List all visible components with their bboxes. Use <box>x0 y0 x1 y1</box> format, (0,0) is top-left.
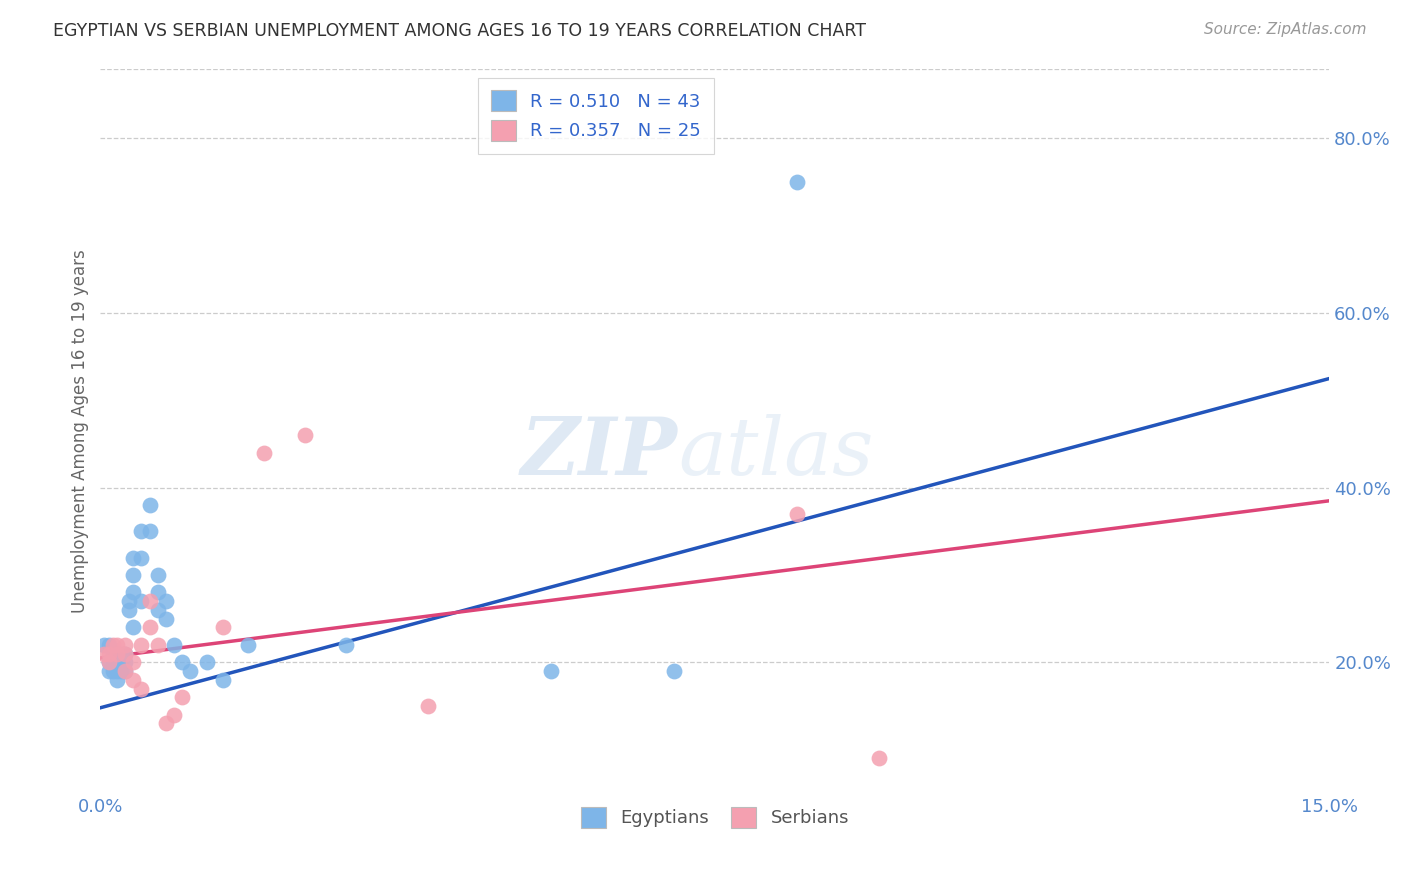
Point <box>131 550 153 565</box>
Point <box>110 647 132 661</box>
Point <box>146 638 169 652</box>
Point <box>163 707 186 722</box>
Point <box>212 620 235 634</box>
Point <box>105 647 128 661</box>
Point <box>105 664 128 678</box>
Text: EGYPTIAN VS SERBIAN UNEMPLOYMENT AMONG AGES 16 TO 19 YEARS CORRELATION CHART: EGYPTIAN VS SERBIAN UNEMPLOYMENT AMONG A… <box>53 22 866 40</box>
Text: Source: ZipAtlas.com: Source: ZipAtlas.com <box>1204 22 1367 37</box>
Point <box>163 638 186 652</box>
Point <box>138 594 160 608</box>
Text: atlas: atlas <box>678 414 873 491</box>
Point <box>114 647 136 661</box>
Legend: Egyptians, Serbians: Egyptians, Serbians <box>574 800 856 835</box>
Point <box>138 498 160 512</box>
Point <box>105 647 128 661</box>
Point <box>93 638 115 652</box>
Point <box>97 664 120 678</box>
Point <box>118 594 141 608</box>
Point <box>122 620 145 634</box>
Point <box>101 638 124 652</box>
Point <box>122 673 145 687</box>
Point <box>122 550 145 565</box>
Point <box>146 585 169 599</box>
Point <box>105 638 128 652</box>
Point <box>101 664 124 678</box>
Point <box>179 664 201 678</box>
Point <box>114 664 136 678</box>
Point <box>294 428 316 442</box>
Point <box>253 446 276 460</box>
Point <box>540 664 562 678</box>
Point <box>868 751 890 765</box>
Point <box>114 656 136 670</box>
Point <box>155 612 177 626</box>
Point <box>131 524 153 539</box>
Point <box>146 568 169 582</box>
Point <box>195 656 218 670</box>
Point <box>105 673 128 687</box>
Point <box>172 656 194 670</box>
Point <box>114 638 136 652</box>
Point <box>97 638 120 652</box>
Point <box>110 664 132 678</box>
Point <box>97 656 120 670</box>
Point <box>110 656 132 670</box>
Point <box>122 568 145 582</box>
Point <box>416 699 439 714</box>
Point <box>122 656 145 670</box>
Point <box>93 647 115 661</box>
Point <box>236 638 259 652</box>
Point <box>786 507 808 521</box>
Point <box>131 681 153 696</box>
Point <box>138 620 160 634</box>
Point <box>105 656 128 670</box>
Point <box>155 594 177 608</box>
Point <box>101 656 124 670</box>
Point <box>131 594 153 608</box>
Point <box>122 585 145 599</box>
Point <box>155 716 177 731</box>
Point <box>146 603 169 617</box>
Point <box>172 690 194 705</box>
Point <box>114 647 136 661</box>
Point <box>118 603 141 617</box>
Point <box>97 656 120 670</box>
Point <box>97 647 120 661</box>
Y-axis label: Unemployment Among Ages 16 to 19 years: Unemployment Among Ages 16 to 19 years <box>72 249 89 613</box>
Point <box>114 664 136 678</box>
Point <box>786 175 808 189</box>
Point <box>138 524 160 539</box>
Point <box>131 638 153 652</box>
Point <box>101 647 124 661</box>
Point <box>335 638 357 652</box>
Point <box>662 664 685 678</box>
Point <box>212 673 235 687</box>
Text: ZIP: ZIP <box>522 414 678 491</box>
